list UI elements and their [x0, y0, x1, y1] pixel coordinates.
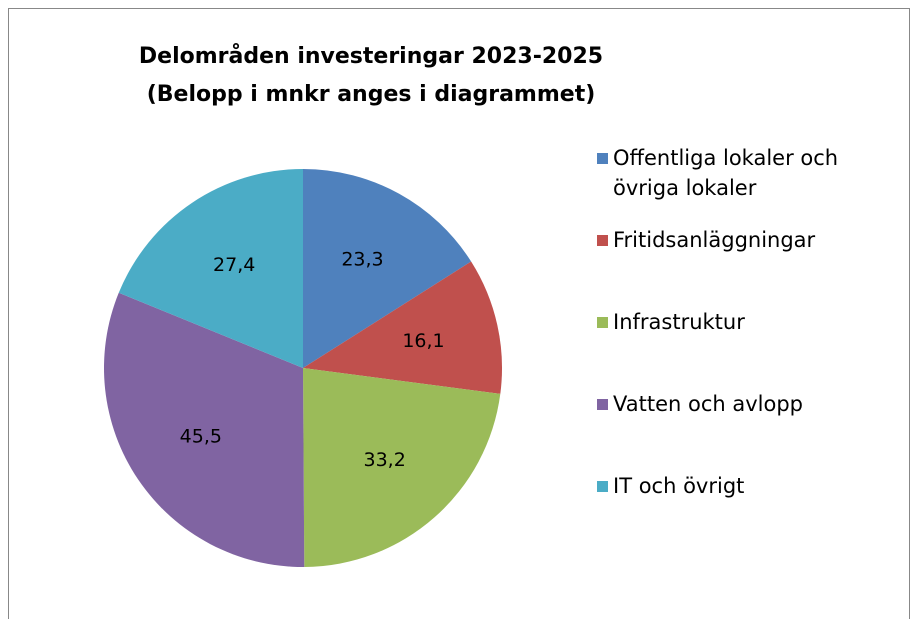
pie-slice: [103, 292, 305, 567]
pie-slice: [303, 368, 501, 567]
chart-subtitle: (Belopp i mnkr anges i diagrammet): [146, 82, 596, 107]
pie-slice: [118, 169, 303, 368]
legend-item: Vatten och avlopp: [597, 389, 897, 419]
pie-slice: [303, 169, 472, 368]
chart-title: Delområden investeringar 2023-2025: [138, 44, 604, 69]
legend-swatch: [597, 399, 608, 410]
legend-item: IT och övrigt: [597, 471, 897, 501]
data-label: 16,1: [402, 330, 444, 352]
legend-swatch: [597, 153, 608, 164]
legend-swatch: [597, 481, 608, 492]
data-label: 23,3: [341, 248, 383, 270]
legend-item: Offentliga lokaler och övriga lokaler: [597, 143, 897, 203]
legend-label: IT och övrigt: [613, 474, 745, 498]
data-label: 27,4: [213, 254, 255, 276]
legend-label: Vatten och avlopp: [613, 392, 803, 416]
data-label: 33,2: [364, 449, 406, 471]
legend-label: Fritidsanläggningar: [613, 228, 816, 252]
legend-swatch: [597, 317, 608, 328]
legend-label: Offentliga lokaler och övriga lokaler: [613, 146, 839, 200]
frame: [8, 8, 910, 619]
legend-swatch: [597, 235, 608, 246]
pie-slice: [303, 261, 502, 394]
legend-label: Infrastruktur: [613, 310, 745, 334]
data-label: 45,5: [180, 426, 222, 448]
legend-item: Infrastruktur: [597, 307, 897, 337]
legend-item: Fritidsanläggningar: [597, 225, 897, 255]
